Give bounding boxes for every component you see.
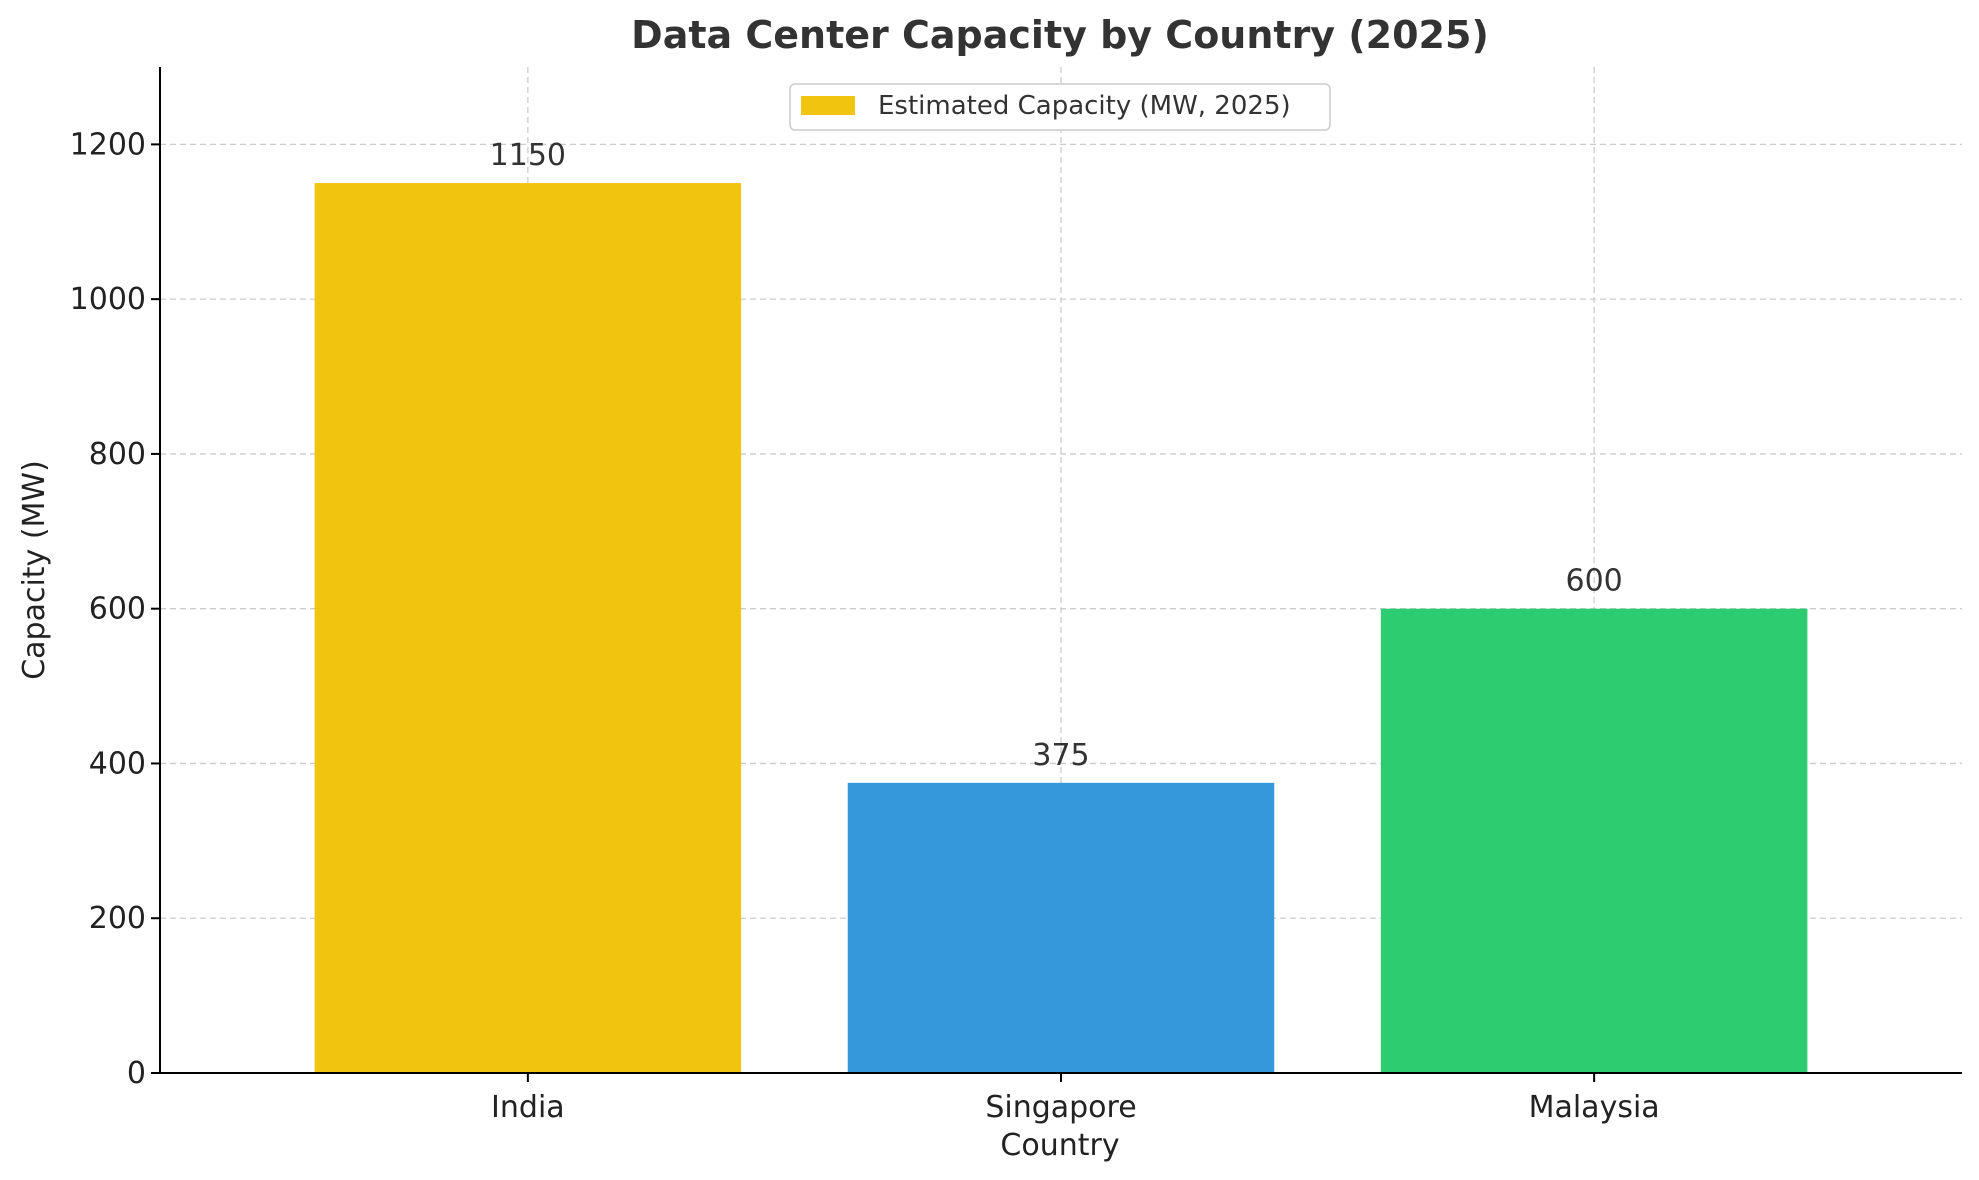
x-tick-label: Singapore: [985, 1090, 1136, 1125]
bar-malaysia: [1380, 608, 1808, 1073]
data-label-india: 1150: [490, 138, 566, 173]
legend-frame: [789, 83, 1331, 131]
legend-label: Estimated Capacity (MW, 2025): [878, 91, 1291, 121]
data-label-malaysia: 600: [1566, 564, 1623, 599]
axes: 0 200 400 600 800 1000 1200 India Singapore Malay…: [70, 67, 1962, 1125]
data-labels: 1150 375 600: [490, 138, 1623, 773]
y-tick-label: 800: [89, 437, 146, 472]
legend: Estimated Capacity (MW, 2025): [789, 83, 1331, 131]
data-label-singapore: 375: [1032, 738, 1089, 773]
y-tick-label: 200: [89, 901, 146, 936]
y-tick-label: 0: [127, 1056, 146, 1091]
chart-title: Data Center Capacity by Country (2025): [631, 13, 1489, 57]
y-tick-label: 600: [89, 592, 146, 627]
x-tick-label: India: [491, 1090, 565, 1125]
bar-india: [314, 183, 742, 1074]
x-axis-label: Country: [1000, 1128, 1119, 1163]
y-tick-label: 1000: [70, 282, 146, 317]
legend-swatch: [801, 96, 855, 115]
bar-singapore: [847, 782, 1275, 1073]
x-tick-label: Malaysia: [1529, 1090, 1660, 1125]
y-tick-label: 1200: [70, 127, 146, 162]
y-axis-label: Capacity (MW): [17, 460, 52, 680]
y-tick-label: 400: [89, 746, 146, 781]
bars: [314, 183, 1808, 1074]
